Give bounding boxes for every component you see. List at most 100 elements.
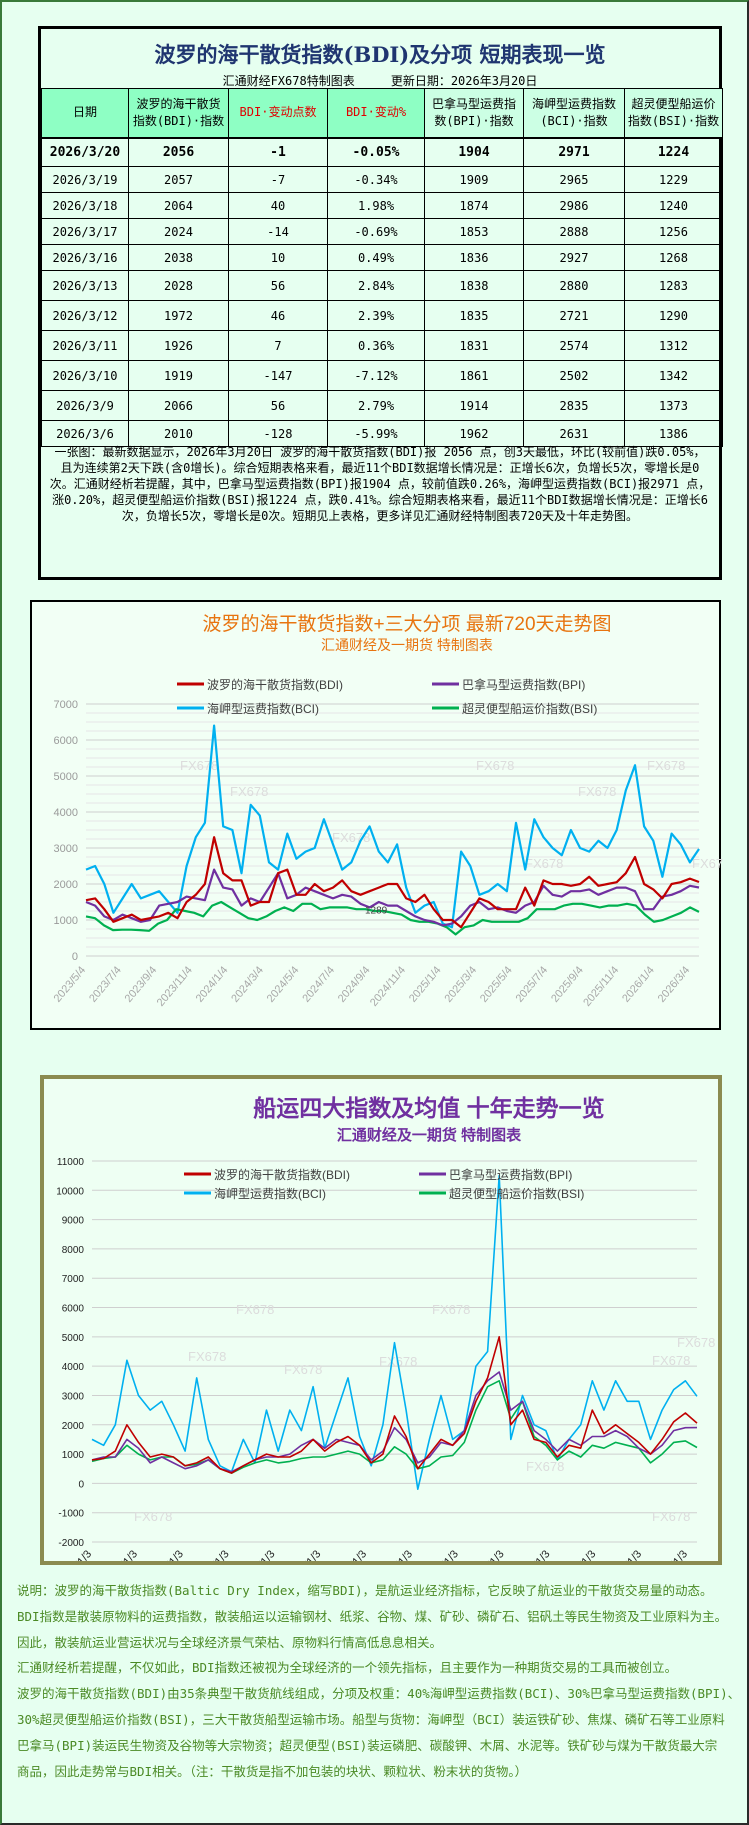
table-cell: 1874 xyxy=(424,192,524,219)
series-line-bci xyxy=(91,1174,698,1491)
watermark: FX678 xyxy=(236,1302,274,1317)
table-cell: 2.39% xyxy=(327,300,425,331)
table-cell: 1914 xyxy=(424,390,524,421)
watermark: FX678 xyxy=(692,856,723,871)
watermark: FX678 xyxy=(134,1509,172,1524)
table-cell: -1 xyxy=(228,137,328,167)
x-tick-label: 2025/11/4 xyxy=(581,964,621,1009)
x-tick-label: 2024/1/3 xyxy=(562,1548,599,1561)
table-cell: 1861 xyxy=(424,360,524,391)
table-cell: 2026/3/20 xyxy=(41,137,129,167)
table-row: 2026/3/11 1926 7 0.36% 1831 2574 1312 xyxy=(41,330,723,361)
table-cell: 1853 xyxy=(424,218,524,245)
short-term-table-panel: 波罗的海干散货指数(BDI)及分项 短期表现一览 汇通财经FX678特制图表 更… xyxy=(38,26,723,580)
series-line-bsi xyxy=(91,1379,698,1474)
table-cell: 1342 xyxy=(624,360,723,391)
x-tick-label: 2024/5/4 xyxy=(265,964,302,1005)
column-header: 巴拿马型运费指 数(BPI)·指数 xyxy=(424,88,524,139)
table-row: 2026/3/19 2057 -7 -0.34% 1909 2965 1229 xyxy=(41,166,723,193)
table-cell: 2835 xyxy=(523,390,625,421)
table-cell: 2.84% xyxy=(327,270,425,301)
x-tick-label: 2024/3/4 xyxy=(229,964,266,1005)
table-cell: 56 xyxy=(228,390,328,421)
table-cell: 1972 xyxy=(128,300,229,331)
table-cell: -14 xyxy=(228,218,328,245)
header-line: (BCI)·指数 xyxy=(540,113,608,128)
y-tick-label: 0 xyxy=(78,1479,84,1490)
column-header: 超灵便型船运价 指数(BSI)·指数 xyxy=(624,88,723,139)
table-cell: 1256 xyxy=(624,218,723,245)
table-cell: 2721 xyxy=(523,300,625,331)
y-tick-label: 9000 xyxy=(62,1216,85,1227)
table-cell: 2056 xyxy=(128,137,229,167)
bdi-table: 日期 波罗的海干散货 指数(BDI)·指数 BDI·变动点数 BDI·变动% 巴拿马型运费… xyxy=(41,88,723,447)
legend-label: 波罗的海干散货指数(BDI) xyxy=(207,677,343,692)
y-tick-label: 7000 xyxy=(62,1274,85,1285)
table-cell: 1373 xyxy=(624,390,723,421)
column-header: BDI·变动点数 xyxy=(228,88,328,139)
y-tick-label: -2000 xyxy=(58,1538,84,1549)
x-tick-label: 2023/1/3 xyxy=(516,1548,553,1561)
legend-label: 巴拿马型运费指数(BPI) xyxy=(462,677,585,692)
series-line-bdi xyxy=(85,836,700,929)
watermark: FX678 xyxy=(476,758,514,773)
table-cell: 2888 xyxy=(523,218,625,245)
table-row: 2026/3/10 1919 -147 -7.12% 1861 2502 1342 xyxy=(41,360,723,391)
header-line: 数(BPI)·指数 xyxy=(434,113,514,128)
x-tick-label: 2026/3/4 xyxy=(656,964,693,1005)
table-cell: 46 xyxy=(228,300,328,331)
y-tick-label: -1000 xyxy=(58,1509,84,1520)
watermark: FX678 xyxy=(188,1349,226,1364)
header-line: 超灵便型船运价 xyxy=(631,96,716,111)
y-tick-label: 5000 xyxy=(62,1333,85,1344)
table-cell: 2880 xyxy=(523,270,625,301)
watermark: FX678 xyxy=(652,1509,690,1524)
table-cell: 2631 xyxy=(523,420,625,447)
table-cell: 1312 xyxy=(624,330,723,361)
notes-section: 说明：波罗的海干散货指数(Baltic Dry Index，缩写BDI)，是航运… xyxy=(17,1578,749,1784)
y-tick-label: 1000 xyxy=(62,1450,85,1461)
watermark: FX678 xyxy=(652,1353,690,1368)
table-cell: 56 xyxy=(228,270,328,301)
header-line: 指数(BSI)·指数 xyxy=(627,113,720,128)
table-cell: 1919 xyxy=(128,360,229,391)
table-cell: 2028 xyxy=(128,270,229,301)
header-line: BDI·变动% xyxy=(345,105,407,120)
y-tick-label: 10000 xyxy=(56,1186,84,1197)
table-cell: 2.79% xyxy=(327,390,425,421)
table-cell: 2057 xyxy=(128,166,229,193)
table-cell: 1240 xyxy=(624,192,723,219)
legend-label: 波罗的海干散货指数(BDI) xyxy=(214,1167,350,1182)
legend-label: 巴拿马型运费指数(BPI) xyxy=(449,1167,572,1182)
chart-720-day: 波罗的海干散货指数+三大分项 最新720天走势图 汇通财经及一期货 特制图表 0 10… xyxy=(30,600,730,1030)
table-row: 2026/3/18 2064 40 1.98% 1874 2986 1240 xyxy=(41,192,723,219)
chart-subtitle: 汇通财经及一期货 特制图表 xyxy=(321,637,493,653)
table-cell: 2064 xyxy=(128,192,229,219)
x-tick-label: 2025/7/4 xyxy=(514,964,551,1005)
chart-subtitle: 汇通财经及一期货 特制图表 xyxy=(337,1126,522,1144)
table-cell: 1229 xyxy=(624,166,723,193)
header-line: 巴拿马型运费指 xyxy=(431,96,516,111)
x-tick-label: 2023/7/4 xyxy=(87,964,124,1005)
x-tick-label: 2025/1/4 xyxy=(407,964,444,1005)
note-line: 因此，散装航运业营运状况与全球经济景气荣枯、原物料行情高低息息相关。 xyxy=(17,1634,443,1650)
table-cell: 1909 xyxy=(424,166,524,193)
table-cell: -0.69% xyxy=(327,218,425,245)
summary-text: 一张图：最新数据显示，2026年3月20日 波罗的海干散货指数(BDI)报 20… xyxy=(49,445,711,523)
column-header: BDI·变动% xyxy=(327,88,425,139)
x-tick-label: 2026/1/4 xyxy=(620,964,657,1005)
table-cell: -7 xyxy=(228,166,328,193)
table-cell: 10 xyxy=(228,244,328,271)
table-cell: -147 xyxy=(228,360,328,391)
x-tick-label: 2018/1/3 xyxy=(287,1548,324,1561)
header-line: 海岬型运费指数 xyxy=(531,96,616,111)
chart-ten-year: 船运四大指数及均值 十年走势一览 汇通财经及一期货 特制图表 -2000 -1000 0… xyxy=(40,1075,722,1589)
column-header: 日期 xyxy=(41,88,129,139)
note-line: 商品，因此走势常与BDI相关。（注：干散货是指不加包装的块状、颗粒状、粉末状的货… xyxy=(17,1763,528,1779)
watermark: FX678 xyxy=(647,758,685,773)
x-tick-label: 2025/9/4 xyxy=(549,964,586,1005)
table-cell: 1838 xyxy=(424,270,524,301)
x-tick-label: 2017/1/3 xyxy=(241,1548,278,1561)
table-row: 2026/3/9 2066 56 2.79% 1914 2835 1373 xyxy=(41,390,723,421)
